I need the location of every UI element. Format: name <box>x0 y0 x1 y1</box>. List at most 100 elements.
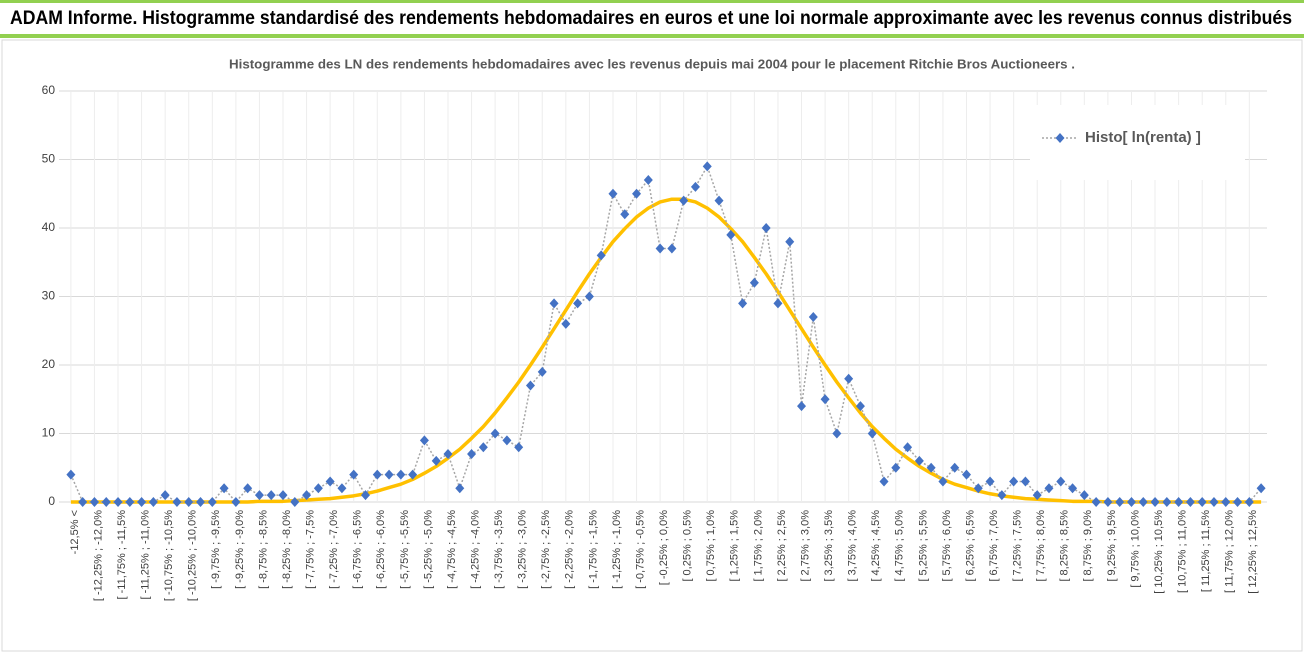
data-point <box>1068 483 1078 494</box>
x-tick-label: [ -12,25% ; -12,0% <box>92 510 104 601</box>
data-point <box>690 181 700 192</box>
data-point <box>1032 490 1042 501</box>
data-point <box>973 483 983 494</box>
x-tick-label: [ -7,75% ; -7,5% <box>304 510 316 589</box>
x-tick-label: [ -2,75% ; -2,5% <box>540 510 552 589</box>
data-point <box>714 195 724 206</box>
data-point <box>113 497 123 507</box>
data-point <box>726 229 736 240</box>
data-point <box>561 318 571 329</box>
x-tick-label: [ 6,75% ; 7,0% <box>988 510 1000 582</box>
data-point <box>950 462 960 473</box>
x-tick-label: [ 11,25% ; 11,5% <box>1200 510 1212 592</box>
y-tick-label: 40 <box>42 220 56 234</box>
data-point <box>349 469 359 480</box>
data-point <box>337 483 347 494</box>
x-tick-label: [ 10,25% ; 10,5% <box>1153 510 1165 594</box>
data-point <box>1044 483 1054 494</box>
x-tick-label: [ 1,75% ; 2,0% <box>752 510 764 582</box>
x-tick-label: [ -10,25% ; -10,0% <box>187 510 199 601</box>
data-point <box>679 195 689 206</box>
data-point <box>785 236 795 247</box>
y-tick-label: 0 <box>48 494 55 508</box>
data-point <box>867 428 877 439</box>
x-tick-label: [ -6,25% ; -6,0% <box>375 510 387 589</box>
x-tick-label: [ -11,75% ; -11,5% <box>116 510 128 600</box>
x-tick-label: [ -3,25% ; -3,0% <box>517 510 529 589</box>
data-point <box>926 462 936 473</box>
data-point <box>608 188 618 199</box>
x-tick-label: [ 0,75% ; 1,0% <box>705 510 717 582</box>
data-point <box>419 435 429 446</box>
x-tick-label: [ 5,75% ; 6,0% <box>941 510 953 582</box>
data-point <box>101 497 111 507</box>
data-point <box>914 455 924 466</box>
data-point <box>1079 490 1089 501</box>
x-tick-label: [ 12,25% ; 12,5% <box>1247 510 1259 594</box>
data-point <box>1256 483 1266 494</box>
data-point <box>1126 497 1136 507</box>
data-point <box>997 490 1007 501</box>
x-tick-label: [ -0,75% ; -0,5% <box>634 510 646 589</box>
x-tick-label: [ 2,75% ; 3,0% <box>799 510 811 582</box>
data-point <box>467 449 477 460</box>
data-point <box>396 469 406 480</box>
data-point <box>761 223 771 233</box>
x-tick-label: [ 1,25% ; 1,5% <box>729 510 741 582</box>
data-point <box>455 483 465 494</box>
x-tick-label: [ 11,75% ; 12,0% <box>1224 510 1236 593</box>
data-point <box>1020 476 1030 487</box>
data-point <box>1233 497 1243 507</box>
data-point <box>1103 497 1113 507</box>
data-point <box>820 394 830 405</box>
x-tick-label: [ -10,75% ; -10,5% <box>163 510 175 601</box>
y-tick-label: 60 <box>42 83 56 97</box>
data-point <box>667 243 677 254</box>
data-point <box>290 497 300 507</box>
chart-border <box>1 39 1303 652</box>
data-point <box>643 175 653 186</box>
data-point <box>903 442 913 453</box>
x-tick-label: [ 7,75% ; 8,0% <box>1035 510 1047 582</box>
normal-curve <box>70 197 1262 504</box>
data-point <box>1174 497 1184 507</box>
x-tick-label: [ 4,25% ; 4,5% <box>870 510 882 582</box>
x-tick-label: [ -9,25% ; -9,0% <box>234 510 246 589</box>
x-tick-label: [ -8,25% ; -8,0% <box>281 510 293 589</box>
data-point <box>655 243 665 254</box>
x-tick-label: [ 9,75% ; 10,0% <box>1129 510 1141 588</box>
data-point <box>738 298 748 309</box>
data-point <box>773 298 783 309</box>
data-point <box>1244 497 1254 507</box>
data-point <box>549 298 559 309</box>
x-tick-label: [ -5,25% ; -5,0% <box>422 510 434 589</box>
x-tick-label: [ -5,75% ; -5,5% <box>399 510 411 589</box>
data-point <box>1197 497 1207 507</box>
data-point <box>537 366 547 377</box>
data-point <box>443 449 453 460</box>
data-point <box>962 469 971 480</box>
page-title: ADAM Informe. Histogramme standardisé de… <box>10 8 1292 29</box>
y-tick-label: 30 <box>42 289 56 303</box>
data-point <box>1209 497 1219 507</box>
x-tick-label: [ -4,75% ; -4,5% <box>446 510 458 589</box>
data-point <box>408 469 418 480</box>
x-tick-label: [ 3,25% ; 3,5% <box>823 510 835 582</box>
data-point <box>78 497 88 507</box>
x-tick-label: [ 7,25% ; 7,5% <box>1012 510 1024 582</box>
data-point <box>844 373 854 384</box>
legend-label: Histo[ ln(renta) ] <box>1085 129 1201 146</box>
legend-box <box>1030 105 1245 180</box>
data-point <box>1091 497 1101 507</box>
data-point <box>384 469 394 480</box>
data-point <box>431 455 441 466</box>
x-tick-label: [ -1,25% ; -1,0% <box>611 510 623 589</box>
x-tick-label: [ 6,25% ; 6,5% <box>964 510 976 582</box>
data-point <box>172 497 182 507</box>
data-point <box>808 312 818 323</box>
data-point <box>938 476 948 487</box>
data-point <box>632 188 642 199</box>
data-point <box>832 428 842 439</box>
y-tick-label: 20 <box>42 357 56 371</box>
